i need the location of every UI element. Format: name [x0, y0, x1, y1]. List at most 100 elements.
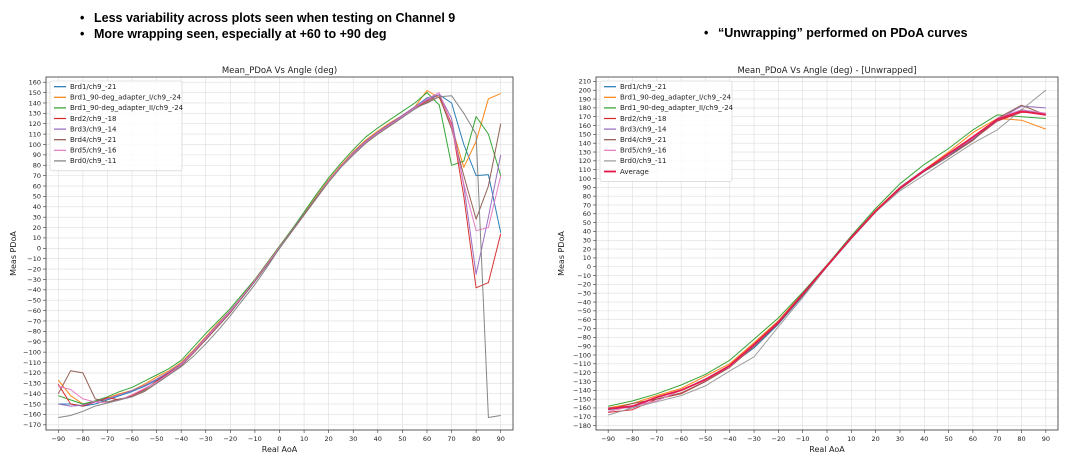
- x-tick-label: −40: [723, 435, 737, 443]
- bullet-list-left: • Less variability across plots seen when…: [80, 10, 455, 42]
- y-tick-label: 10: [583, 254, 591, 262]
- y-tick-label: 90: [33, 151, 41, 159]
- x-tick-label: −30: [747, 435, 761, 443]
- y-tick-label: −160: [23, 411, 41, 419]
- y-tick-label: 100: [579, 175, 591, 183]
- legend-entry: Brd0/ch9_-11: [620, 157, 666, 165]
- y-tick-label: 50: [33, 193, 41, 201]
- y-tick-label: −160: [573, 404, 591, 412]
- x-tick-label: 0: [825, 435, 829, 443]
- x-tick-label: −60: [674, 435, 688, 443]
- y-tick-label: −130: [23, 380, 41, 388]
- y-axis-label: Meas PDoA: [557, 231, 566, 276]
- x-tick-label: −20: [223, 435, 237, 443]
- y-tick-label: 0: [37, 245, 41, 253]
- y-tick-label: 130: [579, 148, 591, 156]
- x-tick-label: 90: [1042, 435, 1050, 443]
- legend-box: [49, 80, 183, 172]
- series-line: [58, 92, 502, 404]
- x-tick-label: −50: [150, 435, 164, 443]
- y-tick-label: −180: [573, 422, 591, 430]
- y-tick-label: 150: [579, 131, 591, 139]
- chart-title: Mean_PDoA Vs Angle (deg): [222, 66, 337, 76]
- y-tick-label: 40: [33, 203, 41, 211]
- y-tick-label: −60: [577, 316, 591, 324]
- y-tick-label: 140: [29, 99, 41, 107]
- y-tick-label: 150: [29, 89, 41, 97]
- y-tick-label: −10: [27, 255, 41, 263]
- x-tick-label: 30: [896, 435, 904, 443]
- y-tick-label: 20: [583, 245, 591, 253]
- y-tick-label: 200: [579, 87, 591, 95]
- y-tick-label: −30: [27, 276, 41, 284]
- x-tick-label: 20: [871, 435, 879, 443]
- y-tick-label: 30: [583, 237, 591, 245]
- y-tick-label: −130: [573, 378, 591, 386]
- y-tick-label: 110: [29, 130, 41, 138]
- y-tick-label: 50: [583, 219, 591, 227]
- y-tick-label: 70: [583, 201, 591, 209]
- legend-entry: Brd5/ch9_-16: [620, 147, 667, 155]
- x-tick-label: 10: [300, 435, 308, 443]
- x-tick-label: −20: [772, 435, 786, 443]
- chart-mean-pdoa-unwrapped: Mean_PDoA Vs Angle (deg) - [Unwrapped] −9…: [557, 66, 1059, 454]
- y-tick-label: 110: [579, 166, 591, 174]
- bullet-marker: •: [80, 11, 85, 25]
- x-tick-label: 30: [349, 435, 357, 443]
- y-tick-label: −80: [577, 334, 591, 342]
- y-tick-label: −100: [23, 348, 41, 356]
- y-tick-label: −140: [573, 387, 591, 395]
- y-tick-label: −120: [573, 369, 591, 377]
- legend-entry: Brd1_90-deg_adapter_I/ch9_-24: [70, 94, 182, 102]
- legend-entry: Brd4/ch9_-21: [620, 136, 666, 144]
- x-tick-label: −60: [125, 435, 139, 443]
- legend-entry: Brd3/ch9_-14: [620, 125, 667, 133]
- chart-mean-pdoa: Mean_PDoA Vs Angle (deg) −90 −80 −70 −60 −50 −…: [9, 66, 514, 454]
- bullet-marker: •: [704, 26, 709, 40]
- y-tick-label: 130: [29, 110, 41, 118]
- y-tick-label: −60: [27, 307, 41, 315]
- y-axis-label: Meas PDoA: [9, 231, 18, 276]
- y-tick-label: 30: [33, 213, 41, 221]
- y-tick-label: −30: [577, 290, 591, 298]
- x-tick-label: −30: [199, 435, 213, 443]
- y-tick-label: −80: [27, 328, 41, 336]
- y-tick-label: −70: [577, 325, 591, 333]
- y-tick-label: −20: [577, 281, 591, 289]
- y-tick-label: 100: [29, 141, 41, 149]
- y-tick-label: 180: [579, 104, 591, 112]
- y-tick-label: 120: [29, 120, 41, 128]
- bullet-item-right: • “Unwrapping” performed on PDoA curves: [704, 26, 968, 40]
- chart-title: Mean_PDoA Vs Angle (deg) - [Unwrapped]: [737, 66, 916, 76]
- series-line: [58, 92, 502, 405]
- y-tick-label: 60: [583, 210, 591, 218]
- x-tick-label: 10: [847, 435, 855, 443]
- y-tick-label: 60: [33, 182, 41, 190]
- x-tick-label: 40: [920, 435, 928, 443]
- y-tick-label: −110: [573, 360, 591, 368]
- y-tick-label: 20: [33, 224, 41, 232]
- legend-entry: Brd2/ch9_-18: [70, 115, 116, 123]
- x-tick-label: 50: [944, 435, 952, 443]
- x-tick-label: −70: [650, 435, 664, 443]
- legend-box: [599, 80, 733, 182]
- bullet-text: Less variability across plots seen when …: [94, 11, 456, 25]
- legend-entry: Brd1_90-deg_adapter_I/ch9_-24: [620, 94, 732, 102]
- x-axis-label: Real AoA: [262, 445, 298, 454]
- x-tick-label: 50: [398, 435, 406, 443]
- x-tick-label: 70: [993, 435, 1001, 443]
- y-tick-label: −140: [23, 390, 41, 398]
- y-tick-label: 10: [33, 234, 41, 242]
- x-tick-label: 90: [497, 435, 505, 443]
- legend-entry: Brd5/ch9_-16: [70, 147, 117, 155]
- y-tick-label: 80: [33, 162, 41, 170]
- y-tick-label: 80: [583, 192, 591, 200]
- legend-entry: Brd1_90-deg_adapter_II/ch9_-24: [620, 104, 734, 112]
- legend-entry: Brd1/ch9_-21: [620, 83, 666, 91]
- y-tick-label: −90: [27, 338, 41, 346]
- y-tick-label: −50: [577, 307, 591, 315]
- x-tick-label: 80: [472, 435, 480, 443]
- y-tick-label: 140: [579, 139, 591, 147]
- y-tick-label: 70: [33, 172, 41, 180]
- bullet-item: • Less variability across plots seen when…: [80, 10, 455, 26]
